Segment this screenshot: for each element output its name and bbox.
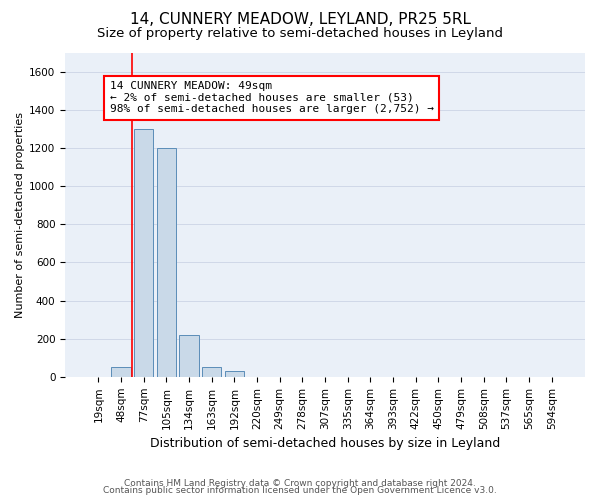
Text: Contains public sector information licensed under the Open Government Licence v3: Contains public sector information licen… bbox=[103, 486, 497, 495]
Bar bbox=[157, 148, 176, 377]
Bar bbox=[202, 368, 221, 377]
X-axis label: Distribution of semi-detached houses by size in Leyland: Distribution of semi-detached houses by … bbox=[150, 437, 500, 450]
Bar bbox=[134, 129, 154, 377]
Y-axis label: Number of semi-detached properties: Number of semi-detached properties bbox=[15, 112, 25, 318]
Text: 14 CUNNERY MEADOW: 49sqm
← 2% of semi-detached houses are smaller (53)
98% of se: 14 CUNNERY MEADOW: 49sqm ← 2% of semi-de… bbox=[110, 81, 434, 114]
Text: Size of property relative to semi-detached houses in Leyland: Size of property relative to semi-detach… bbox=[97, 28, 503, 40]
Bar bbox=[179, 335, 199, 377]
Text: 14, CUNNERY MEADOW, LEYLAND, PR25 5RL: 14, CUNNERY MEADOW, LEYLAND, PR25 5RL bbox=[130, 12, 470, 28]
Text: Contains HM Land Registry data © Crown copyright and database right 2024.: Contains HM Land Registry data © Crown c… bbox=[124, 478, 476, 488]
Bar bbox=[112, 366, 131, 377]
Bar bbox=[225, 371, 244, 377]
